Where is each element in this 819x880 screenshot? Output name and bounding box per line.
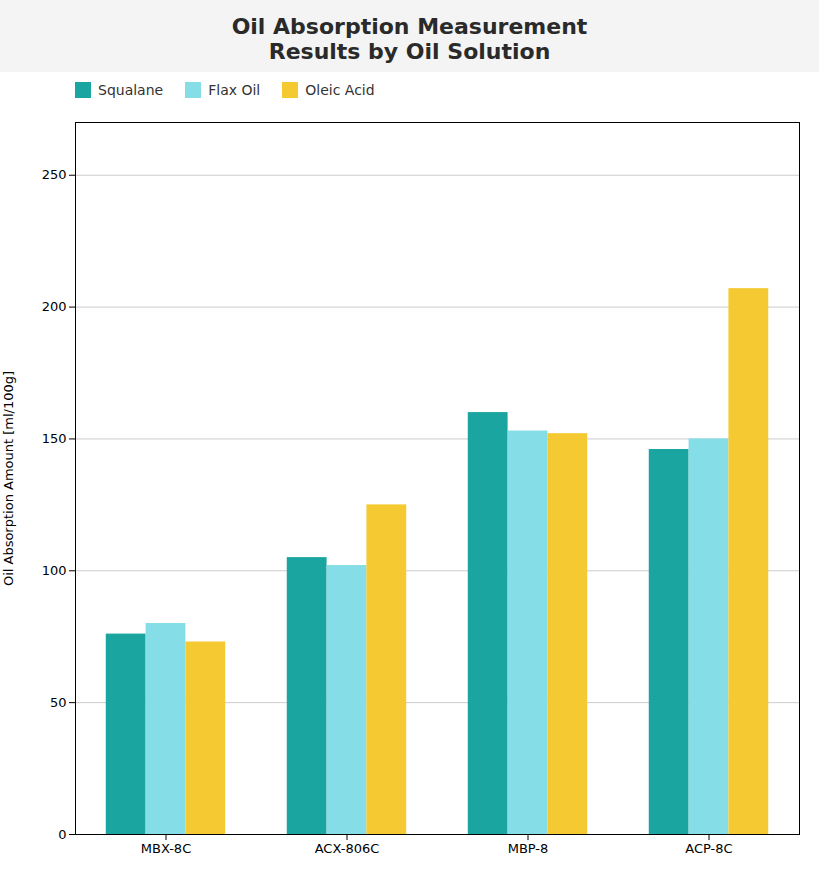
html-text:Oleic Acid: Oleic Acid [305, 82, 375, 98]
html-text:Flax Oil: Flax Oil [208, 82, 261, 98]
svg-text:50: 50 [50, 695, 67, 710]
html-text:Squalane: Squalane [98, 82, 164, 98]
svg-text:ACP-8C: ACP-8C [685, 841, 732, 856]
html-text:Oil Absorption Measurement Res: Oil Absorption Measurement Results by Oi… [231, 14, 588, 64]
svg-text:Oil Absorption Amount [ml/100g: Oil Absorption Amount [ml/100g] [1, 371, 16, 586]
svg-text:0: 0 [58, 827, 66, 842]
svg-text:MBX-8C: MBX-8C [141, 841, 191, 856]
svg-text:250: 250 [42, 167, 67, 182]
svg-text:100: 100 [42, 563, 67, 578]
svg-text:150: 150 [42, 431, 67, 446]
svg-text:MBP-8: MBP-8 [508, 841, 549, 856]
svg-text:200: 200 [42, 299, 67, 314]
svg-text:ACX-806C: ACX-806C [315, 841, 380, 856]
